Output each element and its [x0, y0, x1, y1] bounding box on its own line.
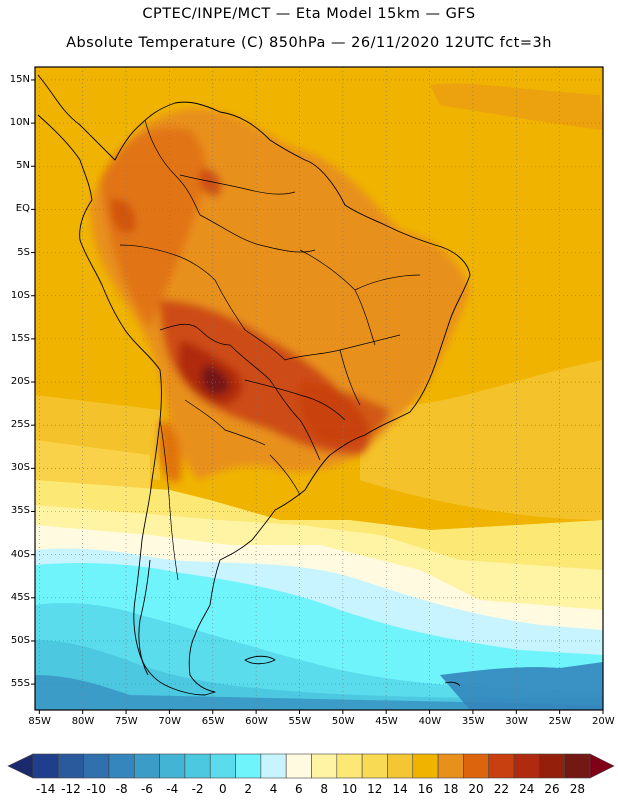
coastlines — [37, 74, 471, 696]
colorbar-swatch — [184, 753, 211, 779]
colorbar-tick-label: 2 — [244, 782, 253, 796]
longitude-label: 80W — [71, 716, 95, 727]
colorbar-swatch — [209, 753, 236, 779]
colorbar-swatch — [336, 753, 363, 779]
longitude-label: 45W — [375, 716, 398, 727]
latitude-label: 15N — [9, 73, 30, 85]
colorbar-swatch — [412, 753, 439, 779]
colorbar-swatch — [387, 753, 414, 779]
colorbar-swatch — [260, 753, 287, 779]
map-frame — [34, 66, 604, 711]
country-borders — [119, 119, 421, 581]
colorbar-swatch — [437, 753, 464, 779]
latitude-label: 20S — [10, 376, 30, 388]
graticule — [35, 67, 603, 710]
colorbar — [7, 753, 615, 779]
longitude-label: 65W — [201, 716, 225, 727]
colorbar-tick-label: -4 — [166, 782, 179, 796]
colorbar-tick-label: 28 — [569, 782, 585, 796]
longitude-label: 60W — [245, 716, 268, 727]
colorbar-swatch — [361, 753, 388, 779]
colorbar-tick-label: 26 — [544, 782, 560, 796]
colorbar-tick-label: 6 — [295, 782, 303, 796]
colorbar-over-arrow — [589, 753, 615, 779]
latitude-label: 50S — [10, 634, 30, 646]
colorbar-tick-label: -12 — [61, 782, 81, 796]
colorbar-swatch — [32, 753, 59, 779]
longitude-label: 40W — [418, 716, 442, 727]
latitude-label: 25S — [10, 419, 30, 431]
latitude-label: 10N — [9, 117, 30, 129]
colorbar-tick-label: 0 — [219, 782, 227, 796]
colorbar-tick-label: -8 — [115, 782, 128, 796]
colorbar-tick-label: 12 — [367, 782, 383, 796]
longitude-label: 35W — [461, 716, 485, 727]
colorbar-tick-label: -6 — [140, 782, 153, 796]
colorbar-swatch — [539, 753, 565, 779]
latitude-label: 40S — [10, 548, 30, 560]
longitude-label: 25W — [548, 716, 572, 727]
colorbar-swatch — [513, 753, 540, 779]
colorbar-under-arrow — [7, 753, 34, 779]
axis-ticks — [31, 79, 604, 714]
colorbar-swatch — [564, 753, 591, 779]
title-line-2: Absolute Temperature (C) 850hPa — 26/11/… — [66, 35, 552, 51]
colorbar-swatch — [159, 753, 186, 779]
colorbar-tick-label: 24 — [519, 782, 535, 796]
longitude-label: 30W — [505, 716, 528, 727]
colorbar-tick-label: 10 — [341, 782, 358, 796]
longitude-label: 75W — [115, 716, 138, 727]
colorbar-tick-label: -2 — [191, 782, 204, 796]
latitude-label: EQ — [15, 203, 30, 215]
latitude-label: 5S — [17, 246, 30, 258]
colorbar-tick-label: 8 — [320, 782, 328, 796]
latitude-label: 45S — [10, 591, 30, 603]
colorbar-swatch — [108, 753, 135, 779]
colorbar-swatch — [133, 753, 160, 779]
latitude-label: 10S — [10, 289, 30, 301]
colorbar-tick-label: -14 — [35, 782, 56, 796]
colorbar-swatch — [58, 753, 84, 779]
colorbar-swatch — [311, 753, 338, 779]
latitude-label: 35S — [10, 505, 30, 517]
colorbar-swatch — [488, 753, 515, 779]
longitude-label: 70W — [158, 716, 182, 727]
colorbar-tick-label: -10 — [86, 782, 107, 796]
colorbar-tick-label: 16 — [417, 782, 434, 796]
colorbar-tick-label: 22 — [493, 782, 510, 796]
colorbar-swatch — [285, 753, 312, 779]
colorbar-swatch — [83, 753, 110, 779]
longitude-label: 85W — [28, 716, 51, 727]
longitude-label: 55W — [288, 716, 312, 727]
colorbar-swatch — [235, 753, 262, 779]
colorbar-tick-label: 14 — [392, 782, 408, 796]
colorbar-tick-label: 20 — [468, 782, 484, 796]
temperature-field — [35, 67, 603, 710]
latitude-label: 15S — [10, 332, 30, 344]
longitude-label: 50W — [331, 716, 355, 727]
latitude-label: 30S — [10, 462, 30, 474]
longitude-label: 20W — [592, 716, 615, 727]
colorbar-tick-label: 18 — [443, 782, 459, 796]
latitude-label: 55S — [10, 678, 30, 690]
title-line-1: CPTEC/INPE/MCT — Eta Model 15km — GFS — [142, 6, 476, 22]
latitude-label: 5N — [16, 160, 30, 172]
colorbar-swatch — [463, 753, 490, 779]
colorbar-tick-label: 4 — [269, 782, 278, 796]
